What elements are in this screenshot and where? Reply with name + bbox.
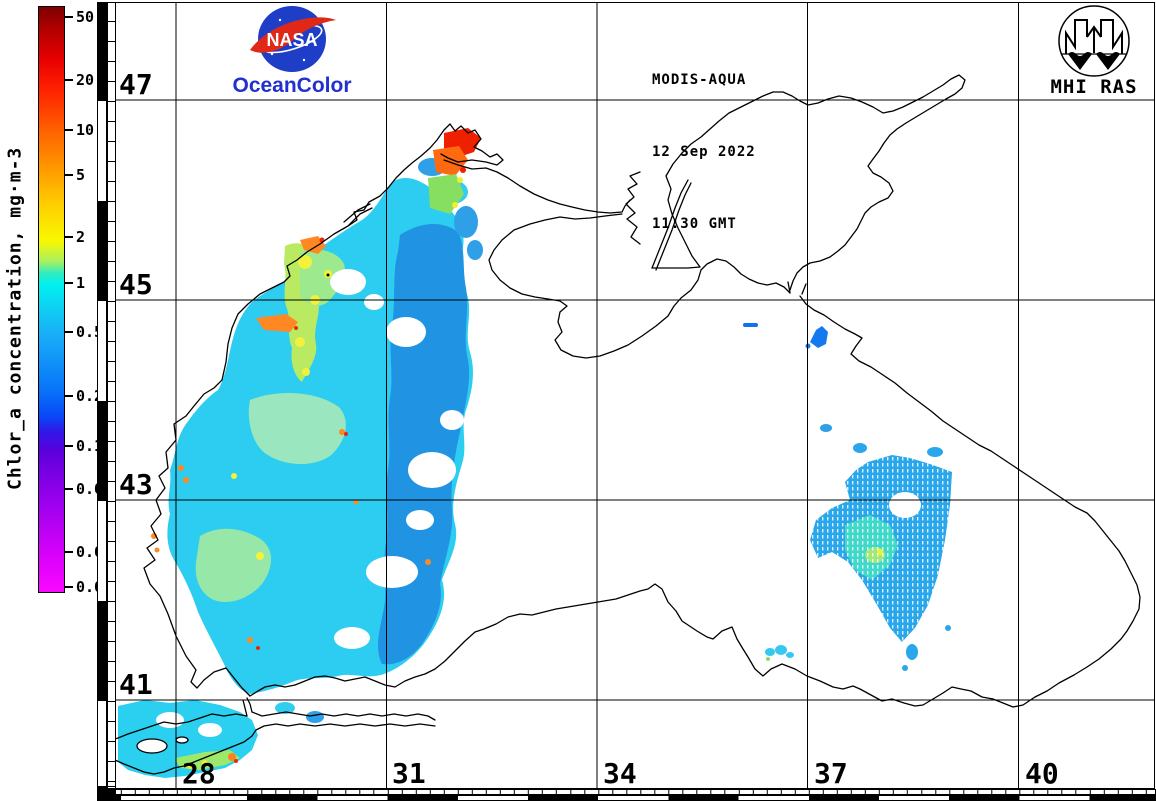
longitude-degree-ruler bbox=[115, 795, 1156, 801]
longitude-label: 28 bbox=[182, 757, 216, 789]
longitude-label: 37 bbox=[814, 757, 848, 789]
ruler-corner bbox=[97, 789, 115, 801]
colorbar-tick-label: 10 bbox=[76, 121, 95, 139]
mhi-logo-wave-right bbox=[1096, 52, 1120, 70]
satellite-name: MODIS-AQUA bbox=[652, 72, 747, 88]
colorbar-tick-mark bbox=[65, 586, 73, 588]
latitude-label: 45 bbox=[119, 268, 153, 301]
colorbar-title: Chlor_a concentration, mg·m-3 bbox=[4, 146, 26, 490]
colorbar-tick-label: 1 bbox=[76, 274, 86, 292]
colorbar-tick-mark bbox=[65, 129, 73, 131]
nasa-swoosh bbox=[250, 17, 336, 53]
yellow-spots bbox=[231, 255, 332, 560]
longitude-label: 34 bbox=[603, 757, 637, 789]
colorbar-tick-label: 20 bbox=[76, 71, 95, 89]
eastern-gyre-patch bbox=[810, 424, 952, 671]
colorbar-gradient bbox=[38, 6, 65, 593]
latitude-degree-ruler bbox=[97, 2, 107, 789]
institute-label: MHI RAS bbox=[1050, 76, 1138, 98]
mhi-logo-wave-left bbox=[1068, 52, 1092, 70]
colorbar-tick-mark bbox=[65, 174, 73, 176]
colorbar-tick-label: 0.1 bbox=[76, 437, 104, 455]
acquisition-time: 11:30 GMT bbox=[652, 216, 737, 232]
coastline bbox=[114, 74, 1141, 775]
colorbar-tick-label: 5 bbox=[76, 166, 86, 184]
latitude-label: 43 bbox=[119, 468, 153, 501]
latitude-label: 41 bbox=[119, 668, 153, 701]
colorbar-tick-mark bbox=[65, 236, 73, 238]
mhi-logo-circle bbox=[1058, 5, 1130, 77]
colorbar-tick-label: 0.5 bbox=[76, 323, 104, 341]
colorbar-tick-label: 50 bbox=[76, 8, 95, 26]
nasa-logo-text: NASA bbox=[266, 30, 317, 50]
chlorophyll-data-layer bbox=[118, 128, 952, 778]
cloud-gaps bbox=[330, 269, 486, 649]
oceancolor-label: OceanColor bbox=[232, 74, 352, 97]
colorbar-tick-mark bbox=[65, 551, 73, 553]
nw-bloom-green-wash bbox=[248, 393, 346, 465]
map-canvas: 47 45 43 41 28 31 34 37 40 bbox=[114, 2, 1155, 790]
mhi-logo-antenna bbox=[1065, 19, 1123, 54]
graticule-labels: 47 45 43 41 28 31 34 37 40 bbox=[119, 68, 1059, 790]
nw-bloom-sw-green bbox=[195, 528, 272, 603]
colorbar-tick-label: 2 bbox=[76, 228, 86, 246]
colorbar-tick-mark bbox=[65, 488, 73, 490]
nasa-logo: NASA bbox=[230, 4, 354, 79]
latitude-label: 47 bbox=[119, 68, 153, 101]
colorbar-tick-label: 0.2 bbox=[76, 387, 104, 405]
map-border bbox=[115, 2, 1155, 789]
longitude-label: 40 bbox=[1025, 757, 1059, 789]
mhi-logo bbox=[1048, 3, 1140, 84]
dnieper-estuary-bloom bbox=[418, 128, 483, 260]
colorbar-tick-mark bbox=[65, 79, 73, 81]
colorbar-tick-mark bbox=[65, 445, 73, 447]
colorbar-tick-mark bbox=[65, 282, 73, 284]
colorbar-tick-mark bbox=[65, 331, 73, 333]
high-chl-fringes bbox=[151, 236, 431, 650]
acquisition-info: MODIS-AQUA 12 Sep 2022 11:30 GMT bbox=[652, 20, 756, 260]
graticule-gridlines bbox=[115, 2, 1155, 789]
acquisition-date: 12 Sep 2022 bbox=[652, 144, 756, 160]
longitude-label: 31 bbox=[392, 757, 426, 789]
colorbar-tick-mark bbox=[65, 395, 73, 397]
colorbar-tick-mark bbox=[65, 16, 73, 18]
offshore-streaks bbox=[743, 323, 828, 661]
